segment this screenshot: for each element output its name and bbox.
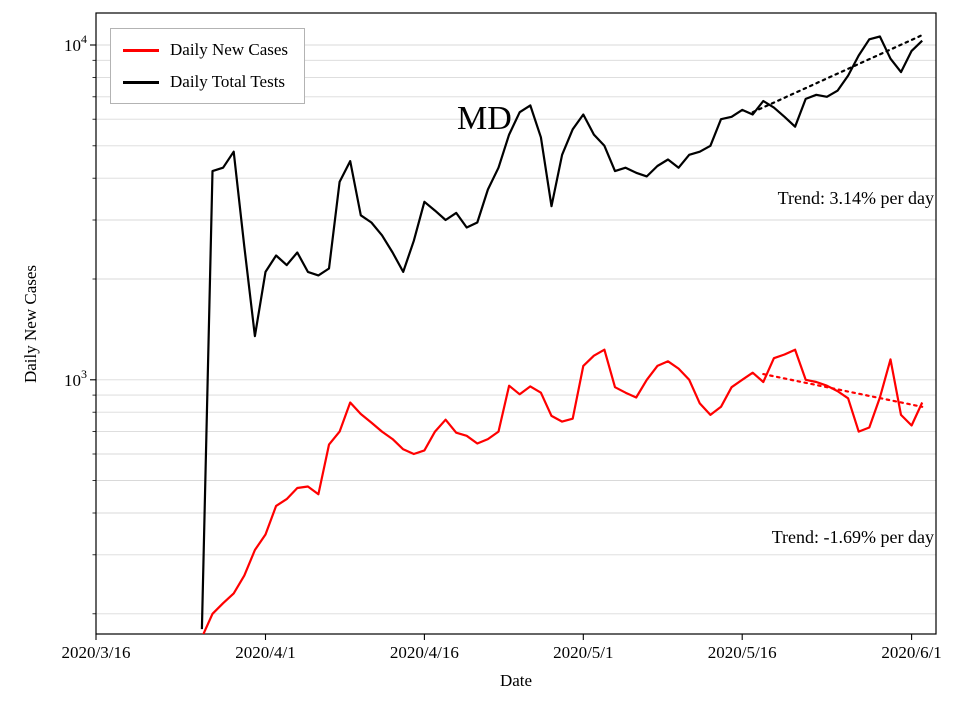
x-tick-label: 2020/5/1 — [553, 643, 613, 662]
legend-entry-tests: Daily Total Tests — [123, 72, 288, 92]
legend-line-sample-red — [123, 48, 159, 52]
state-label: MD — [457, 100, 512, 137]
legend-label-cases: Daily New Cases — [170, 40, 289, 59]
legend-label-tests: Daily Total Tests — [170, 72, 286, 91]
trend-line-daily-total-tests — [751, 33, 924, 114]
x-tick-label: 2020/5/16 — [708, 643, 777, 662]
legend-entry-cases: Daily New Cases — [123, 40, 288, 60]
trend-label-tests: Trend: 3.14% per day — [777, 188, 934, 208]
trend-line-daily-new-cases — [762, 373, 924, 408]
x-tick-label: 2020/6/1 — [881, 643, 941, 662]
x-axis-label: Date — [499, 671, 533, 690]
series-line-daily-new-cases — [202, 348, 924, 634]
y-tick-label: 104 — [64, 32, 87, 55]
plot-border — [95, 12, 937, 635]
legend: Daily New Cases Daily Total Tests — [110, 28, 306, 104]
legend-line-sample-black — [123, 80, 159, 84]
x-tick-label: 2020/4/1 — [235, 643, 295, 662]
series-line-daily-total-tests — [200, 35, 923, 630]
trend-label-cases: Trend: -1.69% per day — [771, 527, 934, 547]
x-tick-label: 2020/4/16 — [390, 643, 459, 662]
x-tick-label: 2020/3/16 — [62, 643, 131, 662]
y-tick-label: 103 — [64, 367, 87, 390]
y-axis-label: Daily New Cases — [21, 264, 40, 384]
